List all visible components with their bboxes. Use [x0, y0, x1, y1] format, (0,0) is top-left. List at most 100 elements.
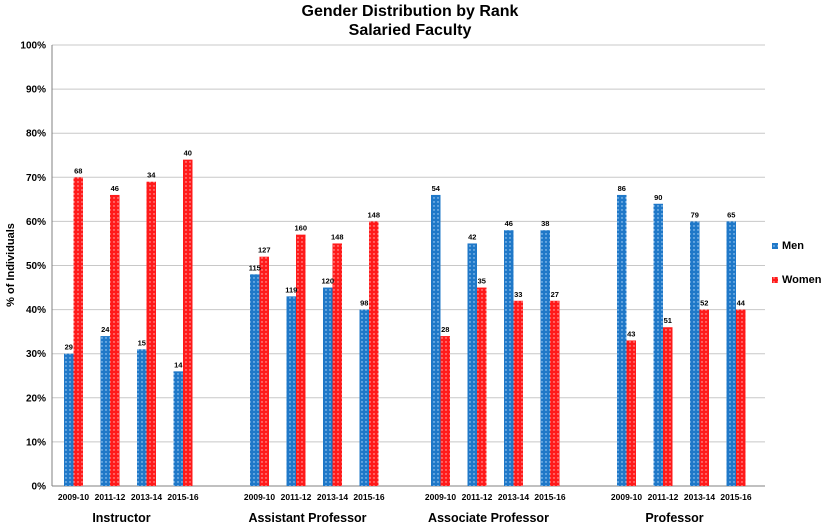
data-label: 42 — [468, 232, 476, 241]
data-label: 40 — [184, 149, 192, 158]
data-label: 35 — [478, 277, 486, 286]
data-label: 38 — [541, 219, 549, 228]
y-tick-label: 70% — [26, 173, 46, 184]
y-tick-label: 10% — [26, 437, 46, 448]
y-axis-label: % of Individuals — [5, 223, 17, 307]
data-label: 43 — [627, 329, 635, 338]
bar-men — [504, 230, 514, 486]
y-tick-label: 30% — [26, 349, 46, 360]
y-tick-label: 60% — [26, 217, 46, 228]
data-label: 46 — [111, 184, 119, 193]
x-tick-label: 2015-16 — [720, 492, 751, 502]
y-tick-label: 80% — [26, 129, 46, 140]
x-tick-label: 2013-14 — [684, 492, 715, 502]
data-label: 160 — [294, 224, 307, 233]
y-tick-label: 50% — [26, 261, 46, 272]
bar-women — [259, 256, 269, 486]
data-label: 33 — [514, 290, 522, 299]
legend-label-women: Women — [782, 274, 821, 286]
data-label: 98 — [360, 299, 368, 308]
data-label: 14 — [174, 360, 183, 369]
y-tick-label: 100% — [20, 41, 46, 52]
bar-men — [323, 287, 333, 486]
data-label: 79 — [691, 210, 699, 219]
bar-women — [513, 300, 523, 486]
x-tick-label: 2015-16 — [167, 492, 198, 502]
bar-men — [137, 349, 147, 486]
bar-men — [173, 371, 183, 486]
bar-men — [540, 230, 550, 486]
bar-women — [110, 194, 120, 486]
legend-swatch-men — [772, 243, 778, 249]
data-label: 148 — [331, 232, 344, 241]
data-label: 86 — [618, 184, 626, 193]
data-label: 127 — [258, 246, 271, 255]
x-tick-label: 2015-16 — [353, 492, 384, 502]
x-tick-label: 2013-14 — [317, 492, 348, 502]
bar-women — [477, 287, 487, 486]
bar-men — [64, 353, 74, 486]
group-label: Instructor — [92, 511, 150, 524]
x-tick-label: 2009-10 — [425, 492, 456, 502]
x-tick-label: 2009-10 — [58, 492, 89, 502]
bar-women — [183, 159, 193, 486]
x-tick-label: 2009-10 — [611, 492, 642, 502]
y-tick-label: 0% — [32, 482, 47, 493]
chart-subtitle: Salaried Faculty — [349, 22, 472, 39]
x-tick-label: 2011-12 — [281, 492, 312, 502]
group-label: Associate Professor — [428, 511, 549, 524]
bar-men — [617, 194, 627, 486]
bar-men — [250, 274, 260, 486]
data-label: 29 — [65, 343, 73, 352]
bar-men — [431, 194, 441, 486]
data-label: 65 — [727, 210, 735, 219]
data-label: 120 — [321, 277, 334, 286]
x-tick-label: 2013-14 — [498, 492, 529, 502]
bar-women — [369, 221, 379, 486]
x-tick-label: 2011-12 — [462, 492, 493, 502]
bar-men — [467, 243, 477, 486]
data-label: 115 — [249, 263, 261, 272]
bar-men — [100, 336, 110, 486]
data-label: 51 — [664, 316, 672, 325]
y-tick-label: 40% — [26, 305, 46, 316]
data-label: 52 — [700, 299, 708, 308]
bar-women — [73, 177, 83, 487]
data-label: 54 — [432, 184, 441, 193]
group-label: Assistant Professor — [248, 511, 366, 524]
x-tick-label: 2013-14 — [131, 492, 162, 502]
data-label: 90 — [654, 193, 662, 202]
y-tick-label: 20% — [26, 393, 46, 404]
bar-women — [699, 309, 709, 486]
data-label: 24 — [101, 325, 110, 334]
legend-swatch-women — [772, 277, 778, 283]
x-tick-label: 2011-12 — [95, 492, 126, 502]
bar-men — [286, 296, 296, 486]
bar-women — [626, 340, 636, 486]
x-tick-label: 2009-10 — [244, 492, 275, 502]
data-label: 44 — [737, 299, 746, 308]
bar-women — [736, 309, 746, 486]
bar-women — [440, 336, 450, 486]
data-label: 148 — [367, 210, 380, 219]
chart-title: Gender Distribution by Rank — [302, 3, 519, 20]
data-label: 119 — [285, 285, 297, 294]
x-tick-label: 2011-12 — [648, 492, 679, 502]
data-label: 27 — [551, 290, 559, 299]
bar-men — [359, 309, 369, 486]
y-tick-label: 90% — [26, 85, 46, 96]
data-label: 68 — [74, 166, 82, 175]
bar-women — [146, 181, 156, 486]
bar-women — [663, 327, 673, 486]
bar-women — [332, 243, 342, 486]
data-label: 28 — [441, 325, 449, 334]
bar-women — [550, 300, 560, 486]
data-label: 15 — [138, 338, 146, 347]
data-label: 34 — [147, 171, 156, 180]
x-tick-label: 2015-16 — [534, 492, 565, 502]
data-label: 46 — [505, 219, 513, 228]
group-label: Professor — [645, 511, 703, 524]
bar-women — [296, 234, 306, 486]
legend-label-men: Men — [782, 240, 804, 252]
